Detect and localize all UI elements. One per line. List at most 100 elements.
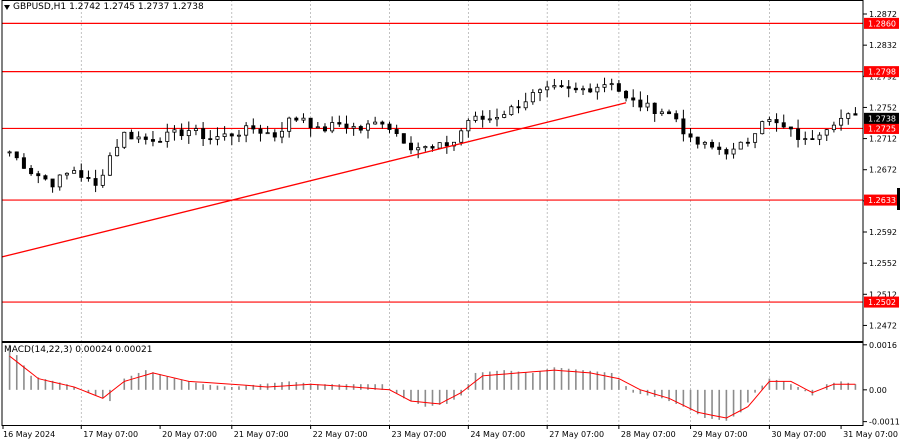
macd-indicator — [8, 344, 857, 421]
macd-axis: 0.0016 0.00 -0.00113 — [863, 341, 900, 427]
candle — [7, 150, 12, 157]
candle-body — [846, 113, 851, 119]
x-tick-label: 30 May 07:00 — [771, 430, 826, 439]
candle — [215, 127, 220, 146]
candle-body — [380, 121, 385, 125]
candle — [581, 85, 586, 95]
candle — [796, 119, 801, 148]
y-tick-label: 1.2512 — [869, 290, 897, 299]
macd-panel-frame — [1, 342, 864, 426]
level-label-bg-3 — [864, 194, 899, 206]
candle-body — [538, 89, 543, 93]
candle — [717, 142, 722, 155]
chart-frames — [1, 0, 864, 426]
candle-body — [136, 136, 141, 140]
candle-body — [652, 102, 657, 115]
candle — [602, 77, 607, 93]
candle — [93, 169, 98, 193]
candle — [645, 95, 650, 112]
candle-body — [487, 118, 492, 121]
macd-tick-label: -0.00113 — [869, 418, 900, 427]
candle — [401, 133, 406, 144]
candle — [624, 89, 629, 102]
candle — [444, 135, 449, 154]
level-label-2: 1.2725 — [868, 124, 896, 133]
candle — [487, 110, 492, 123]
candle — [344, 115, 349, 134]
x-tick-label: 21 May 07:00 — [234, 430, 289, 439]
trend-line[interactable] — [1, 102, 627, 258]
x-tick-label: 23 May 07:00 — [391, 430, 446, 439]
candle-body — [208, 138, 213, 141]
level-label-4: 1.2502 — [868, 298, 896, 307]
candle-body — [573, 87, 578, 91]
candle-body — [724, 149, 729, 155]
candle-body — [179, 129, 184, 137]
candle-body — [408, 142, 413, 151]
candle — [652, 102, 657, 122]
candle — [745, 137, 750, 147]
candle-body — [459, 130, 464, 143]
candle-body — [265, 132, 270, 135]
candle — [767, 116, 772, 126]
candle — [774, 113, 779, 132]
candle-body — [667, 111, 672, 115]
candle — [824, 129, 829, 142]
candle — [265, 125, 270, 135]
candle — [781, 114, 786, 129]
candle — [287, 116, 292, 138]
candle-body — [229, 133, 234, 137]
level-label-bg-2 — [864, 122, 899, 134]
candle-body — [272, 132, 277, 138]
candle — [710, 139, 715, 150]
y-tick-label: 1.2872 — [869, 10, 897, 19]
candle — [394, 124, 399, 137]
candle-body — [322, 126, 327, 132]
level-label-bg-0 — [864, 17, 899, 29]
candle — [122, 131, 127, 150]
candle — [272, 129, 277, 142]
x-tick-label: 20 May 07:00 — [162, 430, 217, 439]
candle-body — [824, 129, 829, 136]
candle — [86, 170, 91, 182]
candle-body — [710, 141, 715, 148]
candle-body — [466, 120, 471, 132]
candle — [301, 113, 306, 124]
candle — [803, 131, 808, 145]
candle-body — [695, 136, 700, 145]
x-tick-label: 17 May 07:00 — [83, 430, 138, 439]
y-tick-label: 1.2592 — [869, 228, 897, 237]
dropdown-triangle-icon[interactable] — [4, 4, 10, 10]
candle-body — [43, 175, 48, 180]
candle-body — [595, 86, 600, 93]
trend-line-group[interactable] — [1, 102, 627, 258]
scroll-marker[interactable] — [897, 188, 900, 210]
candle-body — [702, 141, 707, 145]
level-label-3: 1.2633 — [868, 196, 896, 205]
candle — [681, 109, 686, 142]
candle — [21, 153, 26, 169]
candle-body — [100, 174, 105, 186]
candle — [530, 89, 535, 105]
price-axis[interactable]: 1.24721.25121.25521.25921.26321.26721.27… — [863, 10, 900, 330]
candle — [638, 91, 643, 112]
candle-body — [344, 123, 349, 129]
candle-body — [788, 126, 793, 130]
candles — [7, 77, 858, 193]
candle — [416, 142, 421, 159]
candle-body — [337, 122, 342, 125]
candle — [36, 170, 41, 184]
candle-body — [803, 138, 808, 141]
candle-body — [201, 128, 206, 140]
candle — [452, 141, 457, 151]
horizontal-levels[interactable] — [2, 22, 863, 303]
y-tick-label: 1.2672 — [869, 166, 897, 175]
macd-tick-label: 0.00 — [869, 386, 887, 395]
candle-body — [301, 117, 306, 121]
time-axis[interactable]: 16 May 2024 17 May 07:00 20 May 07:00 21 Ma… — [2, 425, 898, 439]
candle — [810, 130, 815, 141]
candle — [43, 174, 48, 181]
candle-body — [258, 128, 263, 134]
candle-body — [638, 99, 643, 108]
